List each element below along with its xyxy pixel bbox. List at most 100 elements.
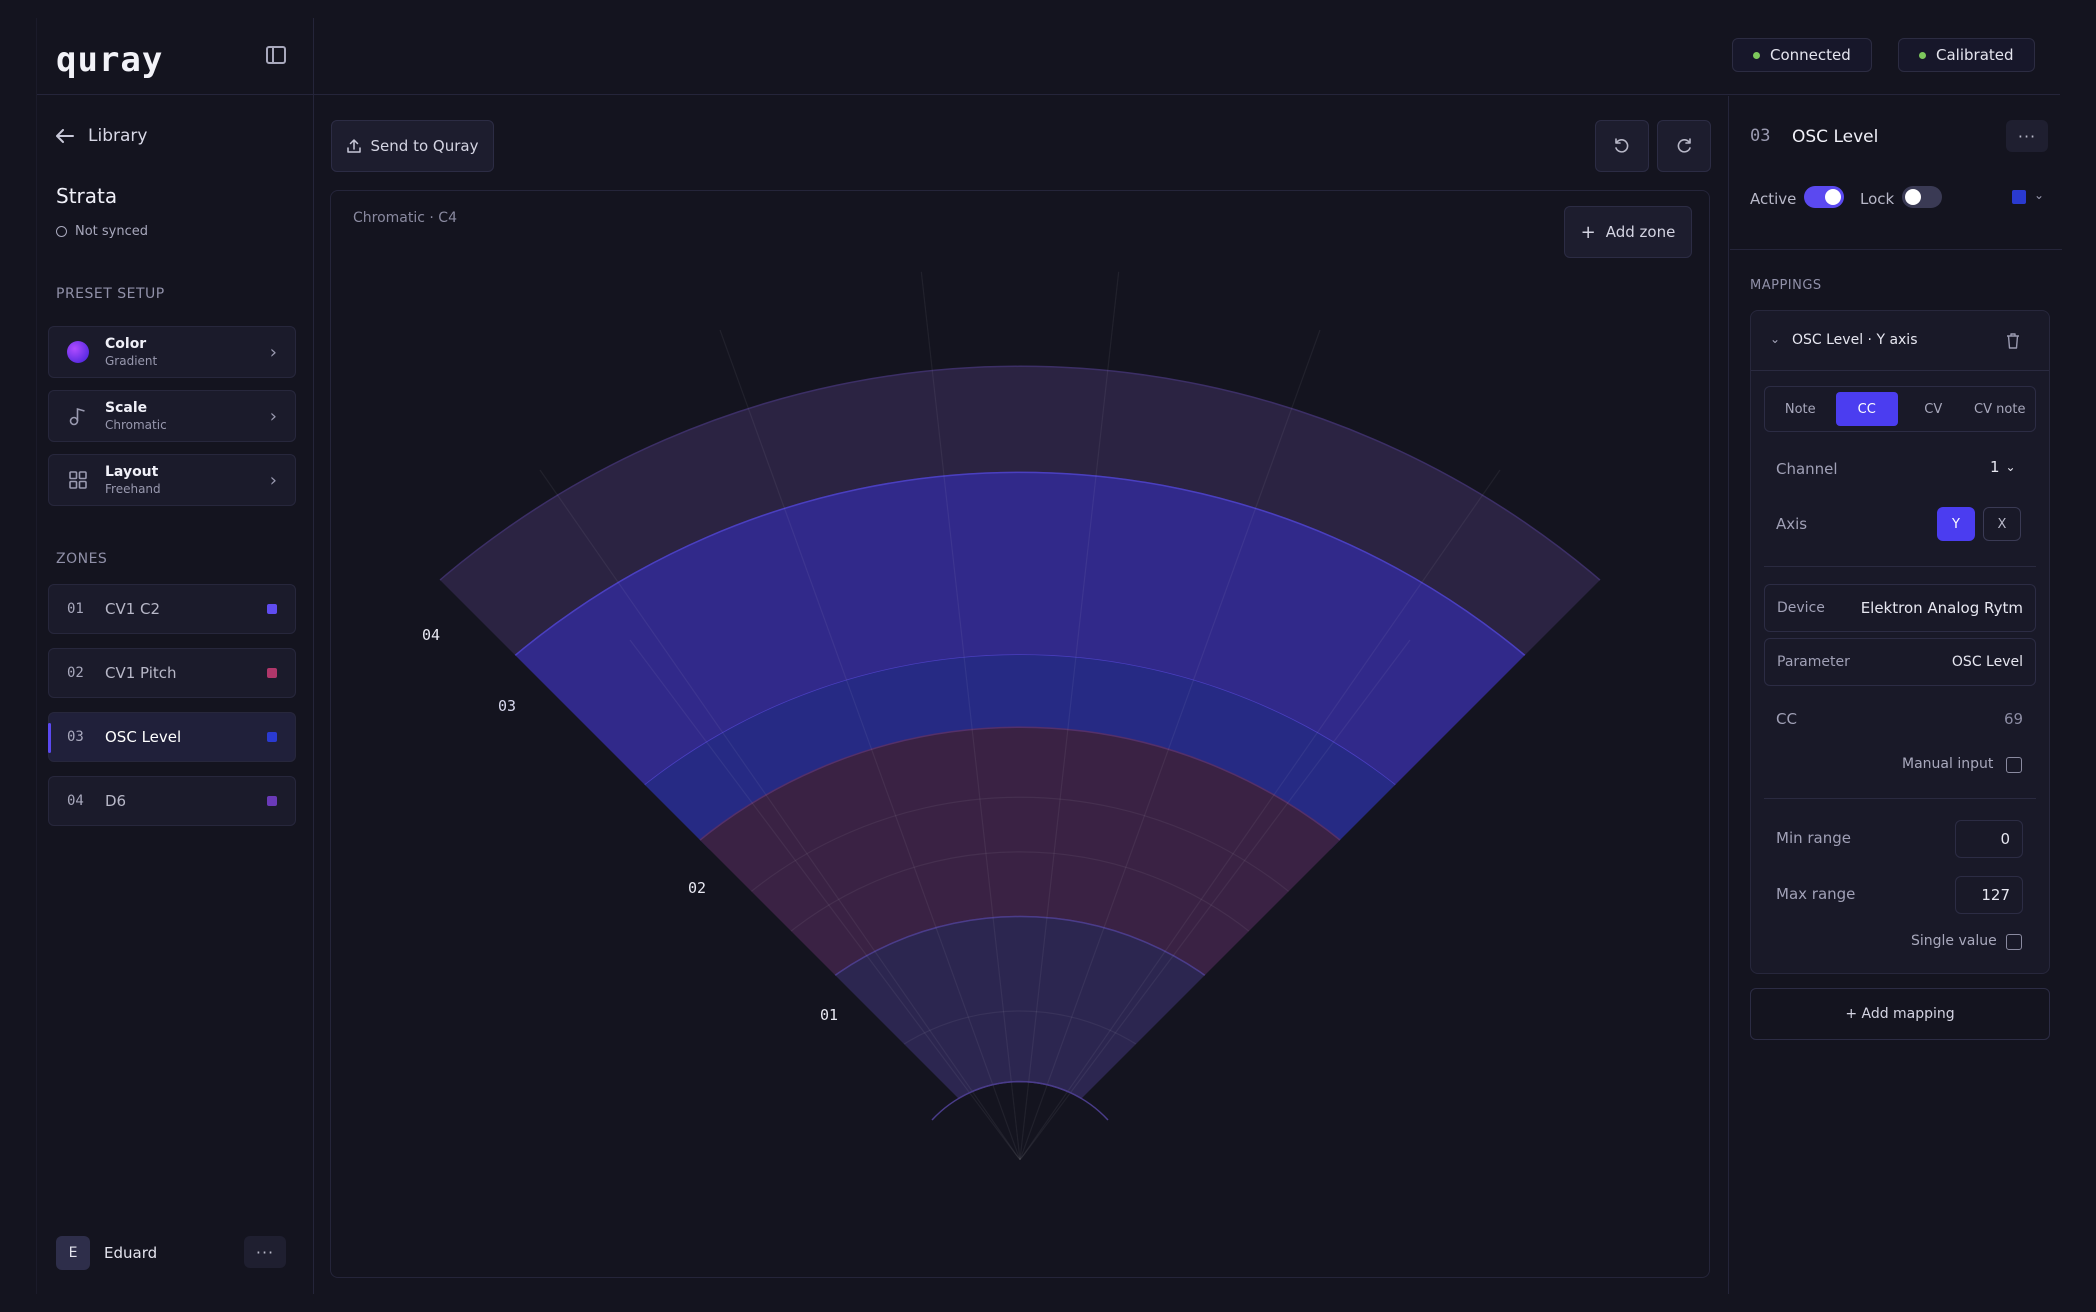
type-cc-tab[interactable]: CC xyxy=(1835,392,1898,426)
axis-x-button[interactable]: X xyxy=(1983,507,2021,541)
active-toggle[interactable] xyxy=(1804,186,1844,208)
status-dot-icon xyxy=(1919,51,1926,59)
zone-item-04[interactable]: 04 D6 xyxy=(48,776,296,826)
zone-item-02[interactable]: 02 CV1 Pitch xyxy=(48,648,296,698)
zone-number: 03 xyxy=(67,729,84,745)
collapse-chevron-icon[interactable]: ⌄ xyxy=(1770,332,1781,346)
channel-label: Channel xyxy=(1776,460,1838,478)
add-zone-button[interactable]: + Add zone xyxy=(1564,206,1692,258)
chevron-right-icon: › xyxy=(269,405,277,427)
min-range-label: Min range xyxy=(1776,829,1851,847)
axis-label: Axis xyxy=(1776,515,1808,533)
mapping-type-segmented[interactable]: Note CC CV CV note xyxy=(1764,386,2036,432)
zone-color-swatch xyxy=(267,732,277,742)
type-cv-note-tab[interactable]: CV note xyxy=(1974,401,2026,417)
selected-zone-number: 03 xyxy=(1750,126,1771,146)
zone-color-swatch xyxy=(267,604,277,614)
mappings-heading: MAPPINGS xyxy=(1750,278,1822,293)
max-range-label: Max range xyxy=(1776,885,1856,903)
sidebar-toggle-icon[interactable] xyxy=(266,46,286,64)
sync-status: Not synced xyxy=(56,224,148,239)
connected-badge: Connected xyxy=(1732,38,1872,72)
setup-subtitle: Gradient xyxy=(105,354,158,368)
type-cv-tab[interactable]: CV xyxy=(1924,401,1943,417)
add-mapping-button[interactable]: + Add mapping xyxy=(1750,988,2050,1040)
send-to-quray-button[interactable]: Send to Quray xyxy=(331,120,494,172)
user-avatar[interactable]: E xyxy=(56,1236,90,1270)
zone-04-label: 04 xyxy=(422,626,440,644)
type-note-tab[interactable]: Note xyxy=(1784,401,1816,417)
app-logo: quray xyxy=(56,40,164,80)
single-value-label: Single value xyxy=(1911,933,1997,949)
trash-icon[interactable] xyxy=(2006,333,2020,349)
setup-title: Color xyxy=(105,336,147,352)
chevron-right-icon: › xyxy=(269,341,277,363)
zone-color-picker[interactable] xyxy=(2012,190,2026,204)
zone-arcs: 04 03 02 01 xyxy=(388,266,1652,1160)
redo-button[interactable] xyxy=(1657,120,1711,172)
setup-scale-card[interactable]: Scale Chromatic › xyxy=(48,390,296,442)
device-field[interactable]: Device Elektron Analog Rytm xyxy=(1764,584,2036,632)
send-label: Send to Quray xyxy=(370,137,479,155)
undo-icon xyxy=(1615,138,1629,153)
channel-value: 1 xyxy=(1990,458,2000,476)
zone-item-01[interactable]: 01 CV1 C2 xyxy=(48,584,296,634)
connected-label: Connected xyxy=(1770,46,1851,64)
back-to-library-link[interactable]: Library xyxy=(56,126,147,146)
zone-options-button[interactable]: ··· xyxy=(2006,120,2048,152)
calibrated-badge: Calibrated xyxy=(1898,38,2035,72)
zone-02-label: 02 xyxy=(688,879,706,897)
zone-color-swatch xyxy=(267,796,277,806)
zone-item-03[interactable]: 03 OSC Level xyxy=(48,712,296,762)
plus-icon: + xyxy=(1580,221,1596,243)
music-note-icon xyxy=(69,407,85,426)
zone-color-swatch xyxy=(267,668,277,678)
channel-select[interactable]: 1 ⌄ xyxy=(1990,458,2016,476)
device-value: Elektron Analog Rytm xyxy=(1860,599,2023,617)
arrow-left-icon xyxy=(56,129,74,143)
zone-03-inner-band xyxy=(592,655,1448,896)
user-menu-button[interactable]: ··· xyxy=(244,1236,286,1268)
parameter-value: OSC Level xyxy=(1951,654,2023,670)
grid-icon xyxy=(69,471,87,489)
parameter-field[interactable]: Parameter OSC Level xyxy=(1764,638,2036,686)
calibrated-label: Calibrated xyxy=(1936,46,2014,64)
parameter-label: Parameter xyxy=(1777,654,1850,670)
zones-heading: ZONES xyxy=(56,551,108,567)
manual-input-checkbox[interactable] xyxy=(2006,757,2022,773)
cc-value: 69 xyxy=(2004,710,2024,728)
axis-y-button[interactable]: Y xyxy=(1937,507,1975,541)
manual-input-label: Manual input xyxy=(1902,756,1994,772)
zone-name: CV1 C2 xyxy=(105,600,161,618)
setup-title: Scale xyxy=(105,400,148,416)
cc-label: CC xyxy=(1776,710,1797,728)
color-gradient-icon xyxy=(67,341,89,363)
lock-toggle[interactable] xyxy=(1902,186,1942,208)
zone-name: D6 xyxy=(105,792,127,810)
min-range-input[interactable]: 0 xyxy=(1955,820,2023,858)
max-range-input[interactable]: 127 xyxy=(1955,876,2023,914)
zone-number: 02 xyxy=(67,665,84,681)
selected-zone-title: OSC Level xyxy=(1792,127,1879,147)
setup-layout-card[interactable]: Layout Freehand › xyxy=(48,454,296,506)
active-label: Active xyxy=(1750,190,1797,208)
setup-subtitle: Freehand xyxy=(105,482,161,496)
status-dot-icon xyxy=(1753,51,1760,59)
zone-01-label: 01 xyxy=(820,1006,838,1024)
upload-icon xyxy=(346,139,361,153)
preset-name: Strata xyxy=(56,184,118,208)
zone-number: 01 xyxy=(67,601,84,617)
user-name: Eduard xyxy=(104,1244,158,1262)
zone-canvas[interactable] xyxy=(330,190,1710,1278)
setup-title: Layout xyxy=(105,464,159,480)
chevron-right-icon: › xyxy=(269,469,277,491)
mapping-card xyxy=(1750,310,2050,974)
scale-label: Chromatic · C4 xyxy=(353,210,457,226)
zone-number: 04 xyxy=(67,793,84,809)
zone-name: OSC Level xyxy=(105,728,182,746)
setup-color-card[interactable]: Color Gradient › xyxy=(48,326,296,378)
single-value-checkbox[interactable] xyxy=(2006,934,2022,950)
setup-subtitle: Chromatic xyxy=(105,418,167,432)
undo-button[interactable] xyxy=(1595,120,1649,172)
chevron-down-icon[interactable]: ⌄ xyxy=(2034,188,2045,202)
